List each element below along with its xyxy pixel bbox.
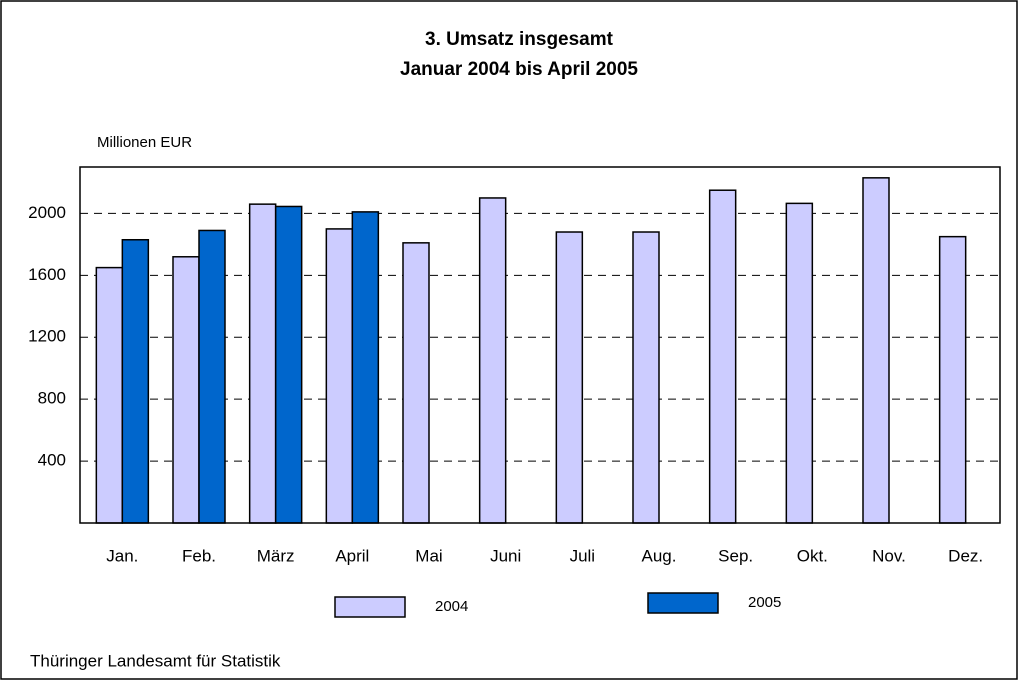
x-tick-label: Juli bbox=[570, 546, 596, 565]
y-tick-label: 1200 bbox=[28, 327, 66, 346]
bar bbox=[862, 177, 890, 524]
legend-label: 2004 bbox=[435, 598, 468, 615]
chart-title: 3. Umsatz insgesamt bbox=[425, 29, 614, 50]
bar bbox=[121, 238, 150, 524]
y-tick-label: 400 bbox=[38, 451, 66, 470]
bar bbox=[785, 202, 814, 524]
x-tick-label: April bbox=[335, 546, 369, 565]
y-tick-label: 800 bbox=[38, 389, 66, 408]
bar bbox=[938, 235, 967, 524]
source: Thüringer Landesamt für Statistik bbox=[30, 651, 281, 670]
chart-subtitle: Januar 2004 bis April 2005 bbox=[400, 59, 638, 80]
legend-swatch bbox=[334, 596, 406, 618]
y-tick-label: 1600 bbox=[28, 265, 66, 284]
bar bbox=[351, 211, 380, 524]
x-tick-label: März bbox=[257, 546, 295, 565]
x-tick-label: Jan. bbox=[106, 546, 138, 565]
bar bbox=[274, 205, 303, 524]
plot-area bbox=[79, 166, 1001, 524]
bar bbox=[478, 197, 507, 524]
legend-swatch bbox=[647, 592, 719, 614]
y-tick-label: 2000 bbox=[28, 203, 66, 222]
bar bbox=[172, 256, 200, 524]
bar bbox=[248, 203, 277, 524]
x-tick-label: Aug. bbox=[642, 546, 677, 565]
x-tick-label: Sep. bbox=[718, 546, 753, 565]
y-axis-label: Millionen EUR bbox=[97, 134, 192, 151]
x-tick-label: Nov. bbox=[872, 546, 906, 565]
bar bbox=[632, 231, 660, 524]
x-tick-label: Dez. bbox=[948, 546, 983, 565]
x-tick-label: Juni bbox=[490, 546, 521, 565]
bar bbox=[555, 231, 584, 524]
bar bbox=[198, 229, 226, 524]
x-tick-label: Okt. bbox=[797, 546, 828, 565]
bar bbox=[95, 266, 124, 524]
bar bbox=[402, 242, 430, 524]
bar bbox=[708, 189, 737, 524]
x-tick-label: Mai bbox=[415, 546, 442, 565]
x-tick-label: Feb. bbox=[182, 546, 216, 565]
legend-label: 2005 bbox=[748, 594, 781, 611]
bar bbox=[325, 228, 354, 524]
